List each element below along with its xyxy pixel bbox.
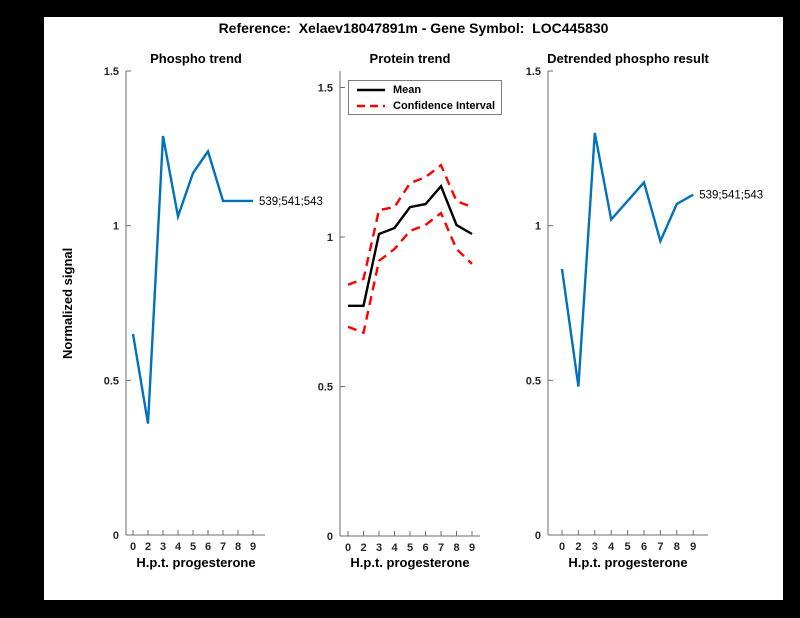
y-tick-label: 1 <box>535 221 541 233</box>
x-tick-label: 6 <box>205 541 211 553</box>
x-tick-label: 2 <box>145 541 151 553</box>
x-tick-label: 9 <box>250 541 256 553</box>
series-end-label: 539;541;543 <box>259 196 323 208</box>
x-tick-label: 2 <box>575 541 581 553</box>
x-tick-label: 0 <box>559 541 565 553</box>
mean-line-swatch-icon <box>357 88 385 91</box>
x-tick-label: 2 <box>360 542 366 554</box>
y-tick-label: 0.5 <box>318 382 333 394</box>
x-tick-label: 9 <box>690 541 696 553</box>
y-tick-label: 0 <box>113 530 119 542</box>
x-tick-label: 0 <box>345 542 351 554</box>
x-tick-label: 7 <box>220 541 226 553</box>
figure-title: Reference: Xelaev18047891m - Gene Symbol… <box>218 20 609 36</box>
legend-entry-mean: Mean <box>349 82 501 98</box>
series-line <box>347 211 473 335</box>
x-tick-label: 4 <box>608 541 615 553</box>
series-line <box>348 183 473 307</box>
legend-label-mean: Mean <box>393 83 422 96</box>
series-line <box>131 135 253 424</box>
x-tick-label: 8 <box>453 542 459 554</box>
legend-box: Mean Confidence Interval <box>348 80 502 115</box>
x-tick-label: 5 <box>190 541 196 553</box>
x-tick-label: 6 <box>641 541 647 553</box>
subplot1-x-axis-label: H.p.t. progesterone <box>136 555 256 570</box>
subplot1-title: Phospho trend <box>150 51 242 66</box>
legend-entry-confidence-interval: Confidence Interval <box>349 98 501 114</box>
x-tick-label: 7 <box>438 542 444 554</box>
series-line <box>347 163 473 286</box>
series-end-label: 539;541;543 <box>699 190 763 202</box>
x-tick-label: 4 <box>175 541 182 553</box>
x-tick-label: 3 <box>160 541 166 553</box>
y-tick-label: 1.5 <box>104 66 119 78</box>
y-tick-label: 0 <box>327 531 333 543</box>
y-axis-label: Normalized signal <box>60 247 75 359</box>
subplot3-x-axis-label: H.p.t. progesterone <box>568 555 688 570</box>
y-tick-label: 1.5 <box>526 66 541 78</box>
x-tick-label: 3 <box>592 541 598 553</box>
x-tick-label: 6 <box>422 542 428 554</box>
legend-label-confidence-interval: Confidence Interval <box>393 99 496 112</box>
subplot2-title: Protein trend <box>369 51 451 66</box>
y-tick-label: 0 <box>535 530 541 542</box>
x-tick-label: 5 <box>625 541 631 553</box>
x-tick-label: 7 <box>657 541 663 553</box>
x-tick-label: 0 <box>130 541 136 553</box>
x-tick-label: 5 <box>407 542 413 554</box>
y-tick-label: 0.5 <box>526 375 541 387</box>
x-tick-label: 3 <box>376 542 382 554</box>
confidence-interval-line-swatch-icon <box>357 104 385 107</box>
series-line <box>560 132 694 387</box>
x-tick-label: 8 <box>674 541 680 553</box>
y-tick-label: 0.5 <box>104 375 119 387</box>
y-tick-label: 1 <box>327 232 333 244</box>
x-tick-label: 9 <box>469 542 475 554</box>
x-tick-label: 4 <box>391 542 398 554</box>
subplot3-title: Detrended phospho result <box>547 51 709 66</box>
x-tick-label: 8 <box>235 541 241 553</box>
subplot2-x-axis-label: H.p.t. progesterone <box>350 555 470 570</box>
y-tick-label: 1 <box>113 221 119 233</box>
y-tick-label: 1.5 <box>318 83 333 95</box>
